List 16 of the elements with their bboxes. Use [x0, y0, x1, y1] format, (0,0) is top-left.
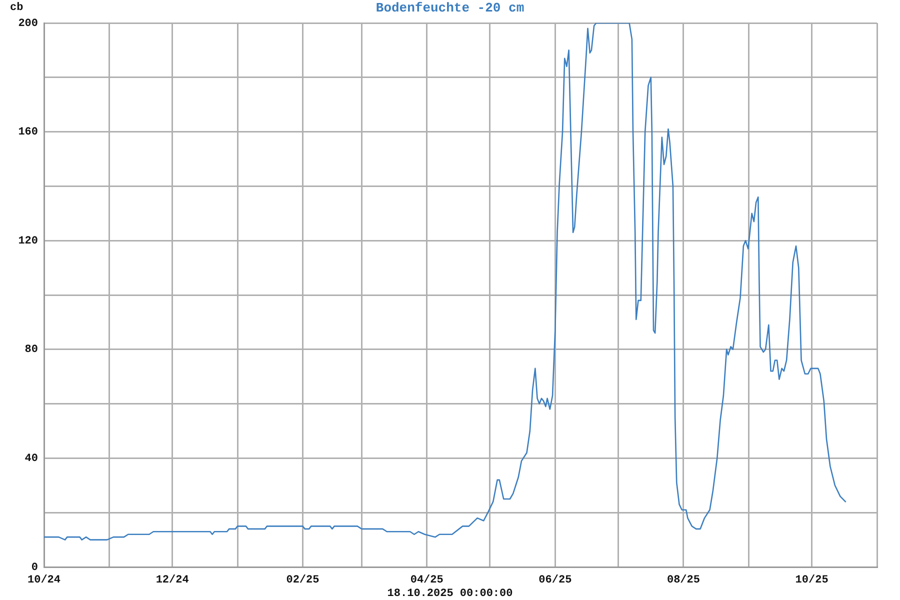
x-tick-label: 06/25: [538, 574, 572, 586]
x-tick-label: 02/25: [286, 574, 320, 586]
chart-title: Bodenfeuchte -20 cm: [376, 0, 524, 16]
y-tick-label: 40: [24, 452, 38, 465]
y-axis-title: cb: [10, 2, 24, 14]
y-tick-label: 160: [18, 126, 38, 139]
y-tick-label: 80: [24, 344, 38, 356]
y-tick-label: 120: [18, 235, 38, 248]
y-tick-label: 0: [31, 562, 38, 574]
text: 18.10.2025 00:00:00: [387, 588, 513, 600]
x-tick-label: 10/24: [27, 574, 61, 586]
x-tick-label: 04/25: [410, 574, 444, 586]
y-tick-label: 200: [18, 18, 38, 30]
x-tick-label: 10/25: [795, 574, 829, 586]
x-tick-label: 12/24: [156, 574, 190, 586]
x-tick-label: 08/25: [666, 574, 700, 586]
